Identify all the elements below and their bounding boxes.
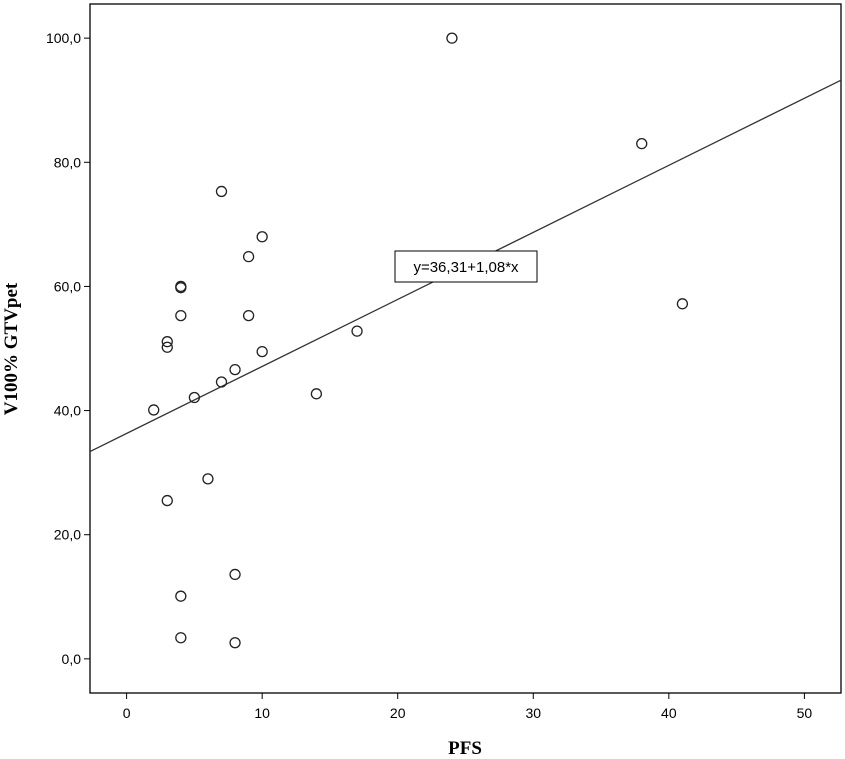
data-point [215, 376, 228, 388]
x-tick-label: 20 [390, 705, 406, 721]
data-point [242, 250, 255, 263]
data-point [148, 404, 160, 416]
equation-box [394, 250, 538, 283]
data-point [242, 309, 255, 322]
regression-equation-label: y=36,31+1,08*x [413, 259, 519, 276]
x-axis-title: PFS [448, 738, 482, 759]
y-tick-label: 60,0 [54, 278, 81, 294]
data-point [188, 391, 201, 404]
data-point [161, 494, 173, 507]
data-point [351, 325, 363, 337]
data-point [175, 309, 187, 322]
x-tick-label: 30 [525, 705, 541, 721]
y-axis-title: V100% GTVpet [1, 282, 22, 415]
x-tick-label: 0 [123, 705, 131, 721]
data-point [446, 32, 458, 44]
data-point [175, 590, 187, 602]
data-point [256, 231, 268, 243]
data-point [175, 632, 187, 644]
y-tick-label: 0,0 [62, 651, 82, 667]
data-point [175, 282, 187, 294]
data-point [229, 568, 241, 581]
y-tick-label: 20,0 [54, 527, 81, 543]
data-point [229, 363, 241, 376]
data-point [202, 473, 214, 485]
x-tick-label: 10 [254, 705, 270, 721]
plot-area [89, 3, 842, 694]
data-point [161, 341, 173, 353]
y-tick-label: 100,0 [46, 30, 81, 46]
x-tick-label: 50 [797, 705, 813, 721]
data-point [256, 345, 268, 358]
x-tick-label: 40 [661, 705, 677, 721]
data-point [636, 138, 648, 150]
data-point [310, 388, 323, 400]
data-point [215, 185, 228, 198]
y-tick-label: 40,0 [54, 403, 81, 419]
data-point [229, 637, 241, 649]
data-point [676, 298, 689, 310]
y-tick-label: 80,0 [54, 154, 81, 170]
data-point [161, 336, 173, 348]
